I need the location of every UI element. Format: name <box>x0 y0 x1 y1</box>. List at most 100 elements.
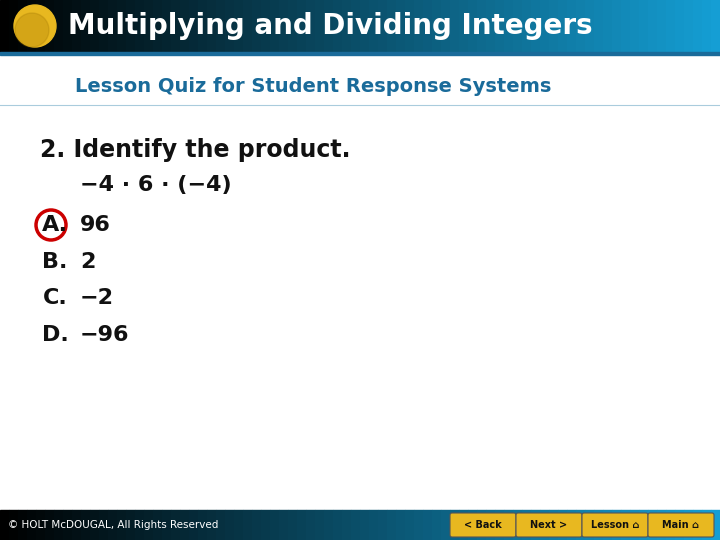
Bar <box>450 0 459 52</box>
Bar <box>504 0 513 52</box>
Bar <box>180 0 189 52</box>
Bar <box>441 510 450 540</box>
Bar <box>252 0 261 52</box>
Bar <box>702 510 711 540</box>
Bar <box>387 0 396 52</box>
Bar <box>702 0 711 52</box>
Bar <box>603 0 612 52</box>
Bar <box>612 0 621 52</box>
Bar <box>297 0 306 52</box>
Bar <box>585 0 594 52</box>
Bar <box>324 510 333 540</box>
Bar <box>45 0 54 52</box>
Bar <box>441 0 450 52</box>
Bar <box>0 510 9 540</box>
Bar <box>405 0 414 52</box>
Bar <box>522 510 531 540</box>
Text: Next >: Next > <box>531 520 567 530</box>
Bar <box>279 510 288 540</box>
Bar <box>9 0 18 52</box>
Bar <box>423 510 432 540</box>
Bar <box>288 510 297 540</box>
Circle shape <box>14 5 56 47</box>
Bar <box>342 510 351 540</box>
Bar <box>432 0 441 52</box>
Bar <box>342 0 351 52</box>
Bar <box>576 0 585 52</box>
Text: A.: A. <box>42 215 68 235</box>
Bar <box>279 0 288 52</box>
Bar <box>549 0 558 52</box>
Bar <box>387 510 396 540</box>
Bar <box>486 0 495 52</box>
Bar <box>459 0 468 52</box>
Bar <box>54 0 63 52</box>
Bar <box>126 510 135 540</box>
Bar <box>630 0 639 52</box>
Bar <box>18 0 27 52</box>
Bar <box>558 0 567 52</box>
Bar <box>351 510 360 540</box>
Bar <box>522 0 531 52</box>
Bar <box>621 0 630 52</box>
Bar <box>603 510 612 540</box>
Bar <box>270 0 279 52</box>
Bar <box>144 0 153 52</box>
Bar <box>288 0 297 52</box>
Bar <box>306 510 315 540</box>
Bar <box>0 0 9 52</box>
Text: < Back: < Back <box>464 520 502 530</box>
Bar <box>495 0 504 52</box>
Bar <box>630 510 639 540</box>
FancyBboxPatch shape <box>450 513 516 537</box>
Bar <box>648 0 657 52</box>
Bar <box>252 510 261 540</box>
Bar <box>585 510 594 540</box>
Bar <box>108 0 117 52</box>
Bar <box>324 0 333 52</box>
Bar <box>90 0 99 52</box>
Bar <box>405 510 414 540</box>
Bar <box>540 0 549 52</box>
Bar <box>612 510 621 540</box>
Bar <box>450 510 459 540</box>
Bar <box>234 0 243 52</box>
Bar <box>0 52 720 55</box>
Bar <box>396 0 405 52</box>
Bar <box>270 510 279 540</box>
Text: 2: 2 <box>80 252 95 272</box>
Bar <box>180 510 189 540</box>
Text: −2: −2 <box>80 288 114 308</box>
Bar <box>360 0 369 52</box>
Bar <box>477 510 486 540</box>
Bar <box>315 0 324 52</box>
Bar <box>153 0 162 52</box>
Bar <box>558 510 567 540</box>
Bar <box>18 510 27 540</box>
Bar <box>666 0 675 52</box>
Bar <box>216 0 225 52</box>
Bar <box>261 0 270 52</box>
Bar <box>414 0 423 52</box>
Bar <box>567 510 576 540</box>
Bar <box>135 0 144 52</box>
FancyBboxPatch shape <box>648 513 714 537</box>
Bar <box>117 510 126 540</box>
Bar <box>549 510 558 540</box>
Text: D.: D. <box>42 325 68 345</box>
Bar <box>261 510 270 540</box>
Bar <box>360 510 369 540</box>
Bar <box>531 510 540 540</box>
Bar <box>639 0 648 52</box>
Bar <box>495 510 504 540</box>
Bar <box>684 510 693 540</box>
FancyBboxPatch shape <box>516 513 582 537</box>
Bar <box>540 510 549 540</box>
Text: C.: C. <box>42 288 68 308</box>
Text: Multiplying and Dividing Integers: Multiplying and Dividing Integers <box>68 12 593 40</box>
Bar <box>351 0 360 52</box>
Bar <box>333 0 342 52</box>
Bar <box>198 510 207 540</box>
Bar <box>225 0 234 52</box>
Bar <box>378 510 387 540</box>
